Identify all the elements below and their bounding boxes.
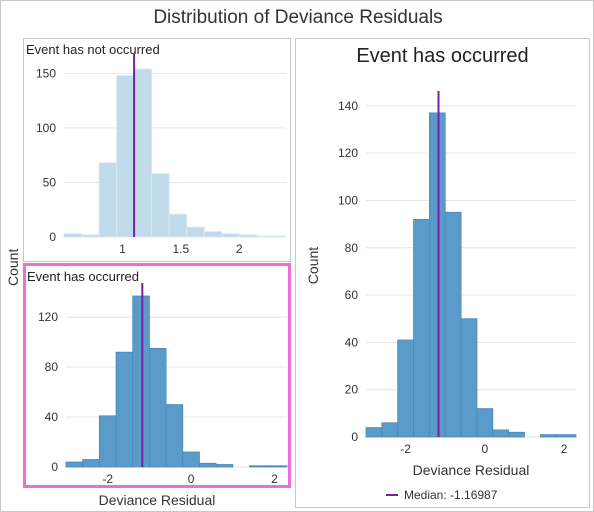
histogram-bar	[397, 339, 414, 438]
histogram-bar	[265, 465, 288, 468]
histogram-bar	[115, 351, 134, 468]
histogram-bar	[555, 434, 577, 438]
shared-y-axis-label: Count	[5, 248, 21, 286]
y-tick-label: 0	[49, 230, 56, 244]
y-tick-label: 0	[51, 460, 58, 474]
histogram-bar	[381, 422, 399, 438]
histogram-bar	[238, 234, 258, 238]
median-legend: Median: -1.16987	[386, 488, 497, 502]
x-tick-label: 1.5	[172, 242, 189, 256]
y-tick-label: 20	[345, 383, 359, 397]
y-tick-label: 100	[36, 121, 56, 135]
panel-title-occurred-small: Event has occurred	[27, 269, 140, 284]
histogram-bar	[539, 434, 557, 438]
histogram-bar	[182, 451, 200, 468]
shared-x-axis-label: Deviance Residual	[98, 492, 216, 508]
histogram-bar	[165, 404, 184, 468]
histogram-occurred-large-svg: 0 20 40 60 80 100 120 140 -2 0 2 Deviance Residual C…	[305, 91, 577, 478]
y-tick-label: 120	[38, 310, 58, 324]
histogram-bar	[116, 75, 135, 238]
histogram-bar	[428, 112, 446, 438]
median-legend-swatch	[386, 494, 398, 496]
histogram-bar	[492, 429, 510, 438]
histogram-bar	[215, 464, 234, 468]
histogram-bar	[82, 459, 100, 468]
y-tick-label: 80	[45, 360, 59, 374]
histogram-bar	[168, 213, 188, 238]
x-tick-label: 0	[482, 442, 489, 456]
histogram-bar	[365, 427, 383, 438]
histogram-bar	[133, 68, 153, 238]
histogram-bar	[98, 162, 117, 238]
chart-title: Distribution of Deviance Residuals	[153, 7, 443, 28]
histogram-bar	[81, 234, 100, 238]
histogram-bar	[186, 226, 205, 238]
histogram-bar	[413, 218, 430, 438]
histogram-not-occurred-svg: 0 50 100 150 1 1.5 2	[36, 54, 287, 256]
median-legend-label: Median: -1.16987	[404, 488, 498, 502]
histogram-bar	[65, 461, 84, 468]
y-tick-label: 50	[43, 175, 57, 189]
histogram-bar	[273, 235, 287, 238]
x-tick-label: -2	[102, 472, 113, 486]
histogram-bar	[63, 233, 82, 238]
y-tick-label: 80	[345, 241, 359, 255]
panel-title-not-occurred: Event has not occurred	[26, 42, 160, 57]
x-tick-label: 0	[188, 472, 195, 486]
histogram-occurred-large-panel[interactable]: Event has occurred 0 20 40 60 80 100 120 140 -2 0…	[295, 38, 590, 508]
histogram-bar	[444, 211, 462, 438]
y-axis-label: Count	[305, 247, 321, 284]
x-tick-label: 2	[271, 472, 278, 486]
y-tick-label: 100	[338, 193, 358, 207]
histogram-bar	[508, 431, 525, 438]
y-tick-label: 140	[338, 99, 358, 113]
histogram-bar	[221, 233, 240, 238]
x-tick-label: -2	[400, 442, 411, 456]
histogram-bar	[476, 408, 494, 438]
histogram-bar	[132, 295, 150, 468]
panel-title-occurred-large: Event has occurred	[356, 45, 529, 67]
histogram-bar	[249, 465, 267, 468]
histogram-bar	[256, 235, 275, 238]
y-tick-label: 0	[351, 430, 358, 444]
y-tick-label: 150	[36, 66, 56, 80]
y-tick-label: 40	[345, 335, 359, 349]
histogram-bar	[199, 462, 217, 468]
x-axis-label: Deviance Residual	[413, 462, 530, 478]
histogram-bar	[98, 415, 117, 468]
y-tick-label: 60	[345, 288, 359, 302]
histogram-bar	[460, 318, 478, 438]
histogram-not-occurred-panel[interactable]: Event has not occurred 0 50 100 150 1 1.5 2	[23, 38, 291, 262]
y-tick-label: 120	[338, 146, 358, 160]
histogram-bar	[203, 231, 223, 238]
histogram-bar	[151, 173, 170, 238]
histogram-bar	[148, 348, 167, 468]
histogram-occurred-small-panel[interactable]: Event has occurred 0 40 80 120 -2 0 2	[23, 263, 291, 488]
x-tick-label: 2	[561, 442, 568, 456]
y-tick-label: 40	[45, 410, 59, 424]
x-tick-label: 2	[236, 242, 243, 256]
x-tick-label: 1	[119, 242, 126, 256]
histogram-occurred-small-svg: 0 40 80 120 -2 0 2	[38, 283, 288, 486]
